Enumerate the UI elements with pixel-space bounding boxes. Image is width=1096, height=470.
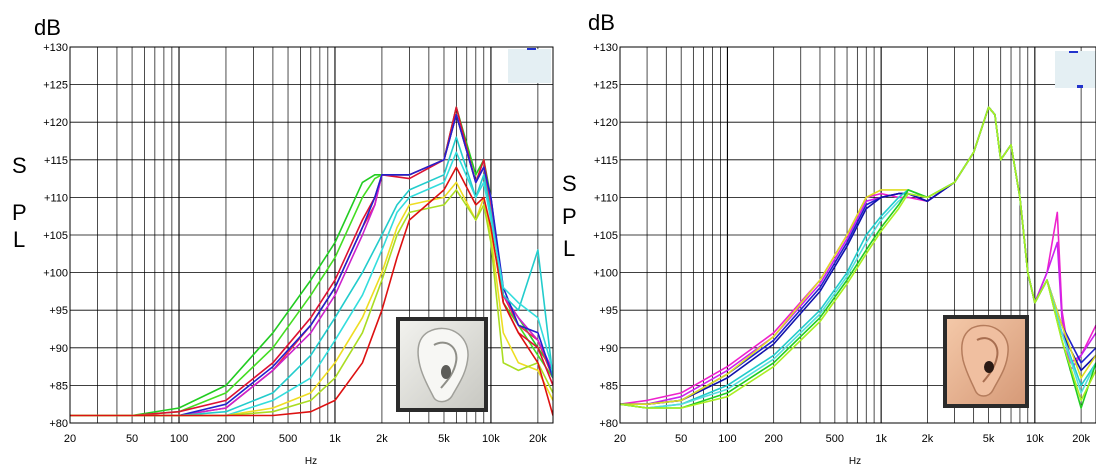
x-tick-label: 5k <box>983 433 995 445</box>
x-tick-label: 10k <box>482 433 500 445</box>
right-legend-marker-2 <box>1077 85 1083 88</box>
x-tick-label: 20 <box>64 433 76 445</box>
left-y-side-label-p: P <box>12 200 27 225</box>
x-tick-label: 200 <box>217 433 235 445</box>
left-y-unit-label: dB <box>34 15 61 40</box>
series-line-11 <box>70 166 553 417</box>
y-tick-label: +85 <box>599 380 618 392</box>
right-y-side-label-l: L <box>563 236 575 261</box>
y-tick-label: +125 <box>593 80 618 92</box>
x-tick-label: 10k <box>1026 433 1044 445</box>
y-tick-label: +80 <box>49 418 68 430</box>
y-tick-label: +120 <box>43 117 68 129</box>
right-y-side-label-p: P <box>562 204 577 229</box>
x-tick-label: 500 <box>279 433 297 445</box>
x-tick-label: 200 <box>765 433 783 445</box>
right-legend-marker-1 <box>1069 51 1078 53</box>
right-y-side-label-s: S <box>562 171 577 196</box>
left-chart-panel: +80 +85 +90 +95 +100 +105 +110 +115 +120 +125 +130… <box>12 15 554 467</box>
right-plot-border <box>619 46 1096 424</box>
right-chart-panel: +80 +85 +90 +95 +100 +105 +110 +115 +120 +125 +130… <box>562 10 1096 467</box>
y-tick-label: +115 <box>594 155 618 167</box>
y-tick-label: +90 <box>49 343 68 355</box>
y-tick-label: +120 <box>593 117 618 129</box>
x-tick-label: 2k <box>922 433 934 445</box>
left-legend-box <box>508 49 551 83</box>
y-tick-label: +80 <box>599 418 618 430</box>
y-tick-label: +85 <box>49 380 68 392</box>
y-tick-label: +110 <box>594 192 618 204</box>
series-line-8 <box>70 151 553 417</box>
series-line-9 <box>620 106 1096 409</box>
x-tick-label: 1k <box>329 433 341 445</box>
right-ear-inset-image <box>943 315 1029 408</box>
y-tick-label: +105 <box>593 230 618 242</box>
series-line-7 <box>70 136 553 417</box>
left-y-tick-labels: +80 +85 +90 +95 +100 +105 +110 +115 +120 +125 +130 <box>43 42 68 430</box>
left-series-group <box>70 106 553 417</box>
right-x-axis-label: Hz <box>849 456 861 467</box>
x-tick-label: 100 <box>718 433 736 445</box>
y-tick-label: +130 <box>593 42 618 54</box>
y-tick-label: +95 <box>49 305 68 317</box>
x-tick-label: 50 <box>126 433 138 445</box>
x-tick-label: 20 <box>614 433 626 445</box>
x-tick-label: 5k <box>438 433 450 445</box>
left-ear-inset-image <box>396 317 488 412</box>
right-series-group <box>620 106 1096 409</box>
left-x-tick-labels: 20 50 100 200 500 1k 2k 5k 10k 20k <box>64 433 547 445</box>
y-tick-label: +100 <box>593 268 618 280</box>
right-legend-box <box>1055 51 1096 88</box>
x-tick-label: 1k <box>875 433 887 445</box>
left-legend-marker <box>527 48 536 50</box>
left-y-side-label-l: L <box>13 227 25 252</box>
x-tick-label: 2k <box>376 433 388 445</box>
y-tick-label: +115 <box>44 155 68 167</box>
x-tick-label: 500 <box>826 433 844 445</box>
y-tick-label: +95 <box>599 305 618 317</box>
y-tick-label: +110 <box>44 192 68 204</box>
left-x-axis-label: Hz <box>305 456 317 467</box>
right-y-unit-label: dB <box>588 10 615 35</box>
y-tick-label: +100 <box>43 268 68 280</box>
left-y-side-label-s: S <box>12 153 27 178</box>
x-tick-label: 20k <box>529 433 547 445</box>
y-tick-label: +125 <box>43 80 68 92</box>
right-x-tick-labels: 20 50 100 200 500 1k 2k 5k 10k 20k <box>614 433 1091 445</box>
right-y-tick-labels: +80 +85 +90 +95 +100 +105 +110 +115 +120 +125 +130 <box>593 42 618 430</box>
x-tick-label: 20k <box>1072 433 1090 445</box>
y-tick-label: +130 <box>43 42 68 54</box>
left-plot-border <box>69 46 554 424</box>
x-tick-label: 100 <box>170 433 188 445</box>
y-tick-label: +90 <box>599 343 618 355</box>
x-tick-label: 50 <box>675 433 687 445</box>
y-tick-label: +105 <box>43 230 68 242</box>
